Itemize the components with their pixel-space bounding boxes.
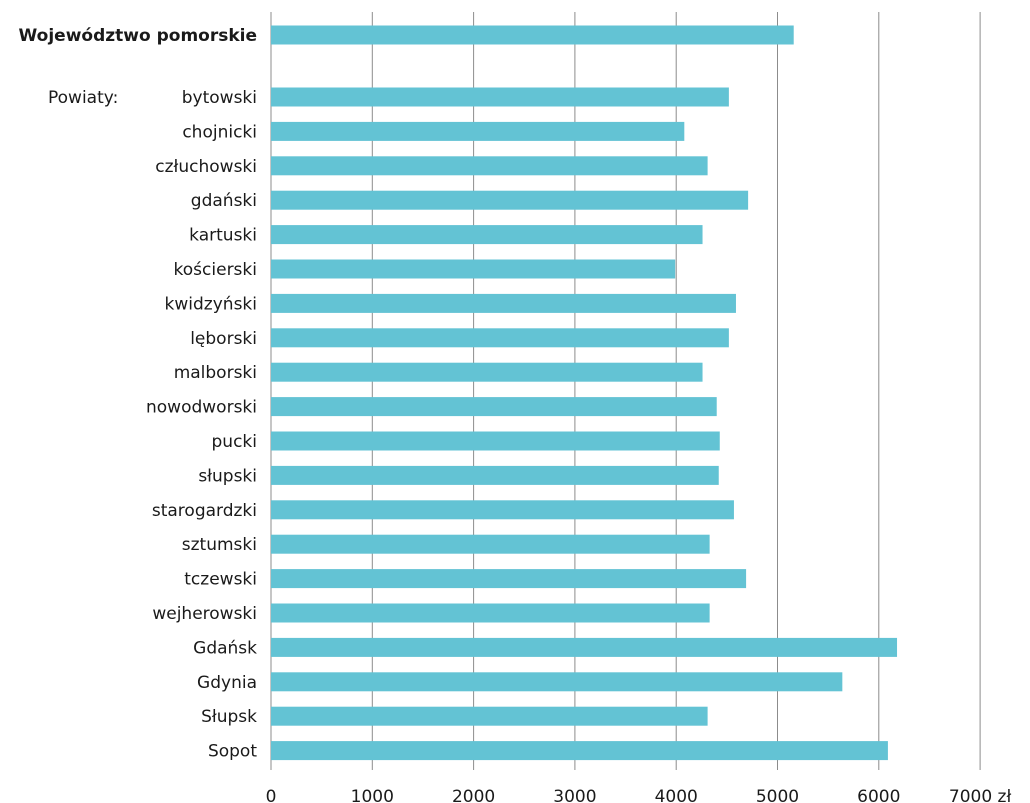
category-label: kościerski <box>174 260 257 280</box>
category-label: wejherowski <box>152 604 257 624</box>
category-label: lęborski <box>190 329 257 349</box>
bar <box>271 397 717 417</box>
bar <box>271 741 888 761</box>
category-label: kartuski <box>189 226 257 246</box>
group-label: Powiaty: <box>48 88 118 108</box>
bar <box>271 259 676 279</box>
category-label: Sopot <box>208 742 257 762</box>
bar <box>271 706 708 726</box>
bar <box>271 603 710 623</box>
x-tick-label: 4000 <box>655 787 698 803</box>
category-label: bytowski <box>182 88 257 108</box>
category-label: malborski <box>174 363 257 383</box>
bar <box>271 293 736 313</box>
bar <box>271 465 719 485</box>
bar <box>271 225 703 245</box>
category-label: starogardzki <box>152 501 257 521</box>
bar <box>271 569 747 589</box>
category-label: Gdańsk <box>193 638 257 658</box>
bar <box>271 156 708 176</box>
bar <box>271 534 710 554</box>
category-label: Województwo pomorskie <box>19 26 257 46</box>
bar <box>271 121 685 141</box>
category-label: nowodworski <box>146 398 257 418</box>
bar <box>271 362 703 382</box>
x-tick-label: 6000 <box>857 787 900 803</box>
x-tick-label: 3000 <box>553 787 596 803</box>
bar <box>271 672 843 692</box>
category-label: kwidzyński <box>165 294 257 314</box>
category-label: gdański <box>191 191 257 211</box>
category-label: Gdynia <box>197 673 257 693</box>
bar <box>271 190 749 210</box>
bar <box>271 87 729 107</box>
bar <box>271 637 898 657</box>
category-label: chojnicki <box>182 122 257 142</box>
bar <box>271 328 729 348</box>
x-tick-label: 5000 <box>756 787 799 803</box>
bar <box>271 500 734 520</box>
category-label: człuchowski <box>155 157 257 177</box>
x-tick-label: 1000 <box>351 787 394 803</box>
category-label: pucki <box>212 432 257 452</box>
category-label: sztumski <box>182 535 257 555</box>
x-tick-label: 2000 <box>452 787 495 803</box>
x-tick-label: 7000 zł <box>949 787 1012 803</box>
category-label: Słupsk <box>201 707 257 727</box>
x-tick-label: 0 <box>266 787 277 803</box>
bar <box>271 431 720 451</box>
category-label: słupski <box>198 466 257 486</box>
bar <box>271 25 794 45</box>
category-label: tczewski <box>184 570 257 590</box>
